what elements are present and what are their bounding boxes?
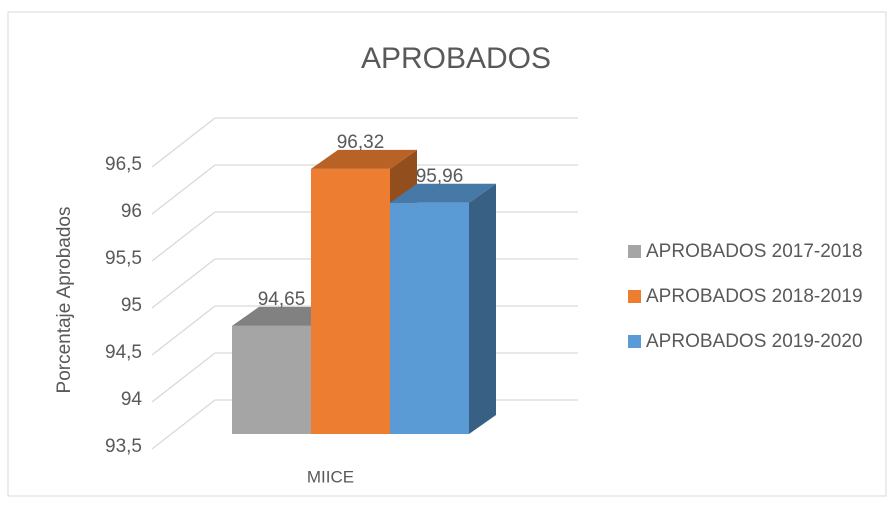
grid-line [151, 258, 216, 309]
grid-line [151, 352, 216, 403]
data-label: 95,96 [416, 166, 464, 187]
bar [311, 168, 390, 435]
grid-line [151, 211, 216, 262]
y-tick-label: 93,5 [105, 436, 142, 457]
bar-top [390, 183, 496, 203]
bar-side [469, 183, 496, 434]
legend-swatch [628, 290, 641, 303]
legend-label: APROBADOS 2019-2020 [646, 331, 863, 352]
bar [390, 202, 469, 434]
y-tick-label: 96 [121, 201, 142, 222]
legend-label: APROBADOS 2017-2018 [646, 241, 863, 262]
y-tick-label: 94,5 [105, 342, 142, 363]
legend-label: APROBADOS 2018-2019 [646, 286, 863, 307]
data-label: 94,65 [258, 289, 306, 310]
grid-line [151, 305, 216, 356]
legend-swatch [628, 335, 641, 348]
bar-top [311, 149, 417, 169]
data-label: 96,32 [337, 132, 385, 153]
x-tick-label: MIICE [307, 467, 354, 486]
y-tick-label: 96,5 [105, 154, 142, 175]
chart-title: APROBADOS [361, 42, 551, 75]
grid-line [151, 117, 216, 168]
y-tick-label: 95 [121, 295, 142, 316]
legend-swatch [628, 245, 641, 258]
grid-line [151, 164, 216, 215]
bar [232, 325, 311, 434]
y-tick-label: 95,5 [105, 248, 142, 269]
y-axis-label: Porcentaje Aprobados [54, 207, 75, 394]
y-tick-label: 94 [121, 389, 143, 410]
grid-line [151, 399, 216, 450]
